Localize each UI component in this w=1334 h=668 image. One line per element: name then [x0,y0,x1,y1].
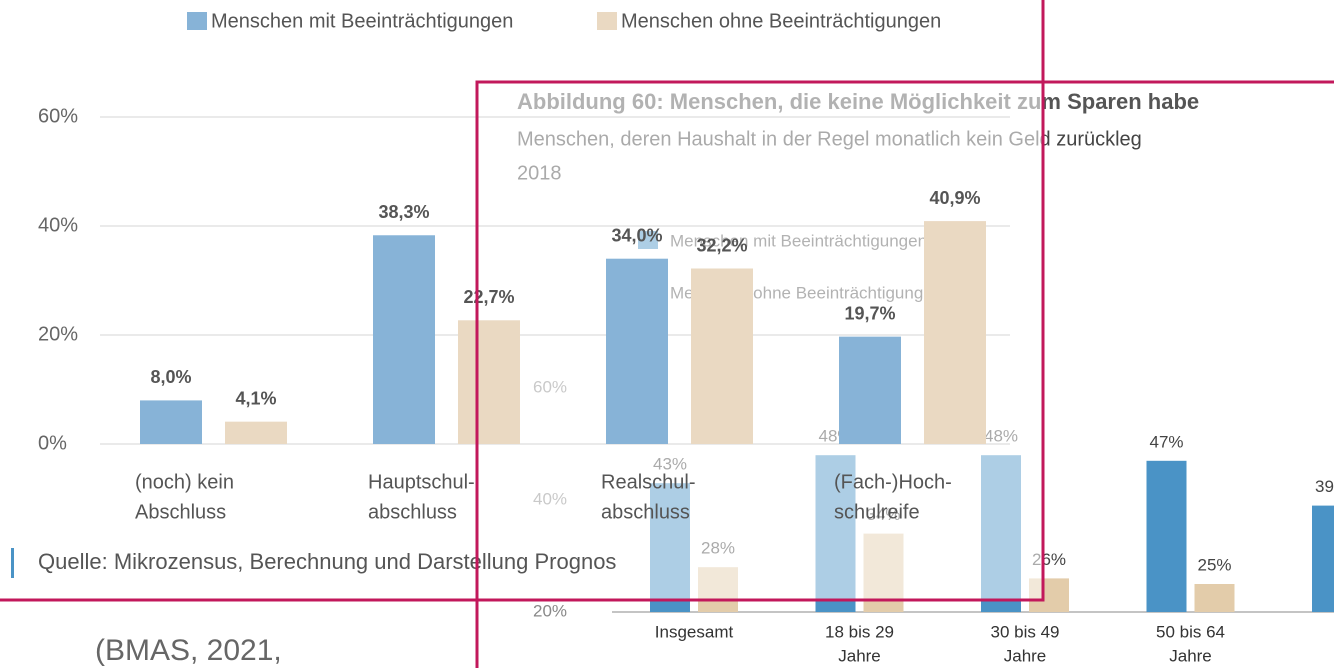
data-label: 47% [1149,432,1183,451]
x-tick-label: Hauptschul- [368,471,475,493]
legend-label: Menschen ohne Beeinträchtigungen [621,10,941,32]
selection-frame [475,80,1334,668]
x-tick-label: 50 bis 64 [1156,622,1225,641]
bar [458,320,520,444]
x-tick-label: (Fach-)Hoch- [834,471,952,493]
bar [691,268,753,444]
bar [140,400,202,444]
data-label: 4,1% [235,388,276,408]
data-label: 22,7% [463,287,514,307]
bar [373,235,435,444]
x-tick-label: Jahre [1004,646,1047,665]
data-label: 19,7% [844,303,895,323]
data-label: 39% [1315,477,1334,496]
citation: (BMAS, 2021, [95,634,282,667]
source: Quelle: Mikrozensus, Berechnung und Dars… [38,549,616,574]
bar [1194,584,1235,612]
x-tick-label: 18 bis 29 [825,622,894,641]
x-tick-label: schulreife [834,501,920,523]
source-marker [11,548,14,578]
y-tick-label: 0% [38,432,67,454]
overlay [0,0,1043,600]
bar [924,221,986,444]
bar [1312,505,1334,612]
data-label: 8,0% [150,367,191,387]
data-label: 40,9% [929,188,980,208]
data-label: 38,3% [378,202,429,222]
data-label: 25% [1197,555,1231,574]
data-label: 34,0% [611,225,662,245]
x-tick-label: abschluss [368,501,457,523]
x-tick-label: Jahre [838,646,881,665]
y-tick-label: 60% [38,105,78,127]
x-tick-label: abschluss [601,501,690,523]
x-tick-label: 30 bis 49 [991,622,1060,641]
legend-label: Menschen mit Beeinträchtigungen [211,10,513,32]
bar [839,336,901,444]
y-tick-label: 40% [38,214,78,236]
legend-swatch [187,12,207,30]
x-tick-label: Realschul- [601,471,695,493]
selection-frame [0,0,1045,602]
x-tick-label: Abschluss [135,501,226,523]
y-tick-label: 20% [38,323,78,345]
x-tick-label: Insgesamt [655,622,734,641]
bar [1146,460,1187,612]
x-tick-label: (noch) kein [135,471,234,493]
y-tick-label: 20% [533,601,567,620]
legend-swatch [597,12,617,30]
data-label: 32,2% [696,235,747,255]
bar [606,258,668,444]
x-tick-label: Jahre [1169,646,1212,665]
bar [225,421,287,444]
